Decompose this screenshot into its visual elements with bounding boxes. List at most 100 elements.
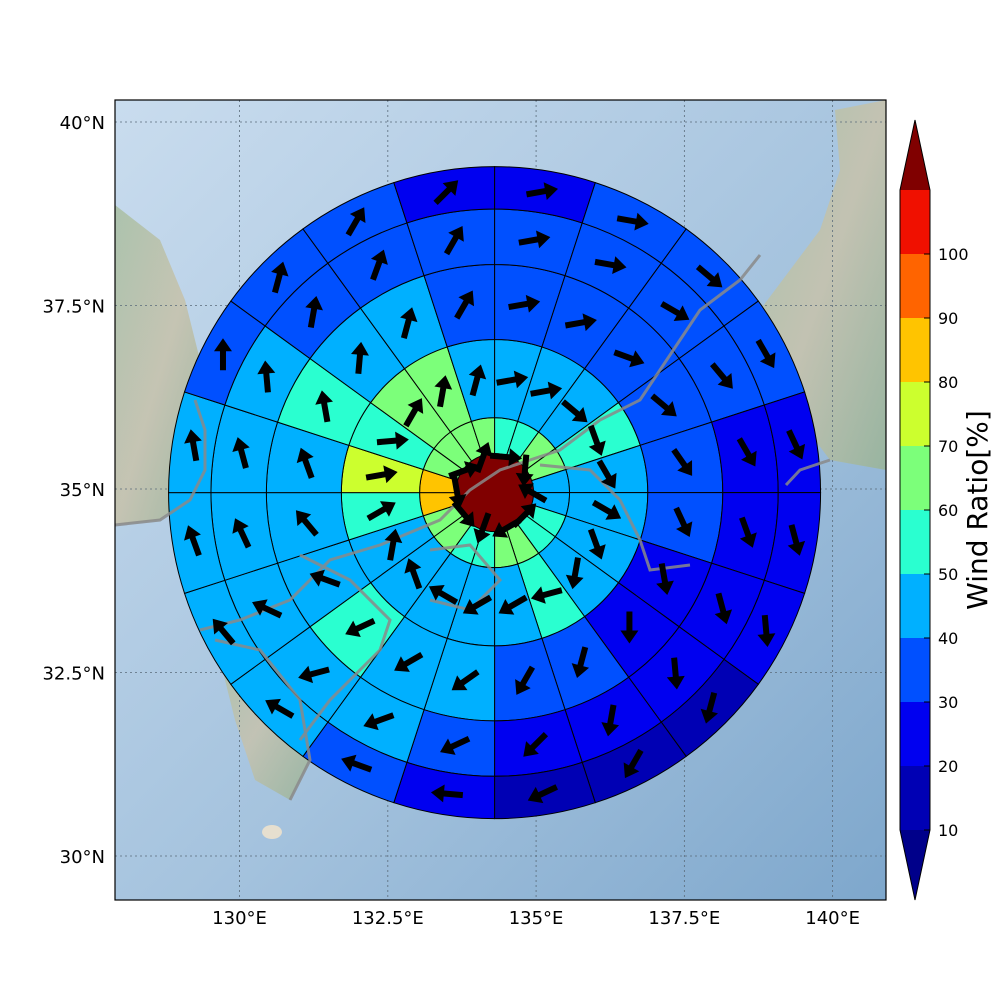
wind-arrow-shape — [671, 447, 693, 476]
wind-arrow — [430, 784, 464, 803]
wind-arrow-shape — [710, 362, 733, 389]
wind-arrow — [474, 441, 493, 474]
wind-arrow-shape — [443, 226, 464, 256]
wind-arrow-shape — [739, 516, 757, 548]
wind-arrow-shape — [315, 390, 333, 423]
wind-arrow-shape — [571, 646, 590, 679]
wind-arrow — [591, 499, 622, 520]
wind-arrow — [212, 618, 236, 646]
wind-arrow — [787, 524, 806, 556]
wind-arrow-shape — [755, 338, 776, 369]
wind-arrow — [351, 341, 369, 375]
colorbar-tick-label: 20 — [938, 757, 958, 776]
wind-arrow-shape — [714, 592, 733, 625]
wind-arrow-shape — [213, 338, 232, 371]
wind-arrow — [518, 483, 548, 504]
wind-arrow-shape — [565, 557, 584, 590]
colorbar-block — [900, 574, 930, 638]
lon-tick-label: 135°E — [509, 908, 564, 929]
colorbar-blocks — [899, 119, 931, 901]
wind-arrow — [448, 476, 467, 509]
colorbar-tick-labels: 10 20 30 40 50 60 70 80 90 100 — [924, 245, 969, 840]
wind-arrow-shape — [650, 393, 677, 417]
colorbar-block — [900, 510, 930, 574]
wind-arrow-shape — [518, 230, 551, 249]
colorbar-over-triangle — [900, 120, 930, 190]
wind-arrow — [564, 313, 597, 332]
wind-arrow-shape — [498, 594, 528, 615]
wind-arrow — [530, 586, 563, 604]
colorbar-block — [900, 446, 930, 510]
wind-arrow-shape — [451, 500, 475, 527]
wind-arrow — [443, 226, 464, 256]
wind-arrows — [184, 180, 806, 804]
colorbar-tick-label: 70 — [938, 437, 958, 456]
wind-arrow-shape — [271, 261, 289, 294]
wind-arrow — [434, 375, 453, 408]
wind-arrow — [213, 338, 232, 371]
lat-tick-label: 35°N — [60, 480, 105, 501]
wind-arrow — [252, 599, 283, 619]
colorbar-block — [900, 766, 930, 830]
wind-arrow-shape — [345, 207, 366, 237]
wind-arrow-shape — [525, 182, 559, 200]
wind-arrow — [296, 447, 315, 479]
wind-arrow-shape — [508, 294, 541, 313]
colorbar-under-triangle — [900, 830, 930, 900]
wind-arrow — [265, 698, 295, 719]
colorbar-tick-label: 90 — [938, 309, 958, 328]
wind-arrow — [527, 784, 559, 804]
colorbar-label: Wind Ratio[%] — [961, 410, 994, 610]
wind-arrow-shape — [365, 465, 398, 484]
wind-arrow — [523, 731, 549, 757]
wind-arrow-shape — [515, 454, 534, 487]
wind-arrow — [525, 182, 559, 200]
polar-sectors — [168, 166, 822, 820]
wind-arrow-shape — [296, 447, 315, 479]
wind-arrow — [515, 454, 534, 487]
wind-arrow — [571, 646, 590, 679]
wind-arrow-shape — [265, 698, 295, 719]
wind-arrow-shape — [656, 562, 674, 595]
wind-arrow — [298, 665, 330, 684]
wind-arrow-shape — [351, 341, 369, 375]
wind-arrow-shape — [757, 614, 776, 647]
colorbar-tick-label: 60 — [938, 501, 958, 520]
wind-arrow-shape — [232, 437, 250, 469]
wind-arrow — [623, 748, 644, 779]
wind-arrow-shape — [430, 784, 464, 803]
wind-arrow — [468, 364, 487, 397]
wind-arrow — [587, 424, 606, 456]
wind-arrow-shape — [434, 375, 453, 408]
wind-arrow-shape — [473, 512, 492, 544]
wind-arrow — [345, 618, 376, 637]
wind-arrow — [650, 393, 677, 417]
wind-arrow-shape — [428, 585, 459, 605]
wind-arrow-shape — [184, 429, 202, 462]
wind-arrow-shape — [184, 525, 202, 557]
lon-tick-label: 130°E — [212, 908, 267, 929]
wind-arrow-shape — [384, 528, 403, 561]
wind-arrow — [736, 437, 757, 467]
wind-arrow — [433, 180, 459, 206]
wind-arrow-shape — [620, 611, 639, 644]
wind-arrow — [695, 264, 723, 288]
wind-arrow — [232, 437, 250, 469]
wind-arrow — [462, 594, 493, 615]
wind-arrow-shape — [695, 264, 723, 288]
wind-arrow-shape — [345, 618, 376, 637]
colorbar-tick-label: 10 — [938, 821, 958, 840]
wind-arrow-shape — [673, 506, 693, 537]
wind-arrow — [515, 665, 536, 695]
wind-arrow — [616, 212, 649, 231]
coastline — [115, 254, 831, 801]
wind-arrow-shape — [530, 381, 563, 400]
wind-arrow-shape — [587, 528, 606, 560]
wind-arrow-shape — [527, 784, 559, 804]
colorbar-block — [900, 382, 930, 446]
wind-arrow — [714, 592, 733, 625]
wind-arrow — [613, 349, 645, 368]
wind-arrow-shape — [404, 558, 423, 590]
wind-arrow — [454, 290, 475, 320]
